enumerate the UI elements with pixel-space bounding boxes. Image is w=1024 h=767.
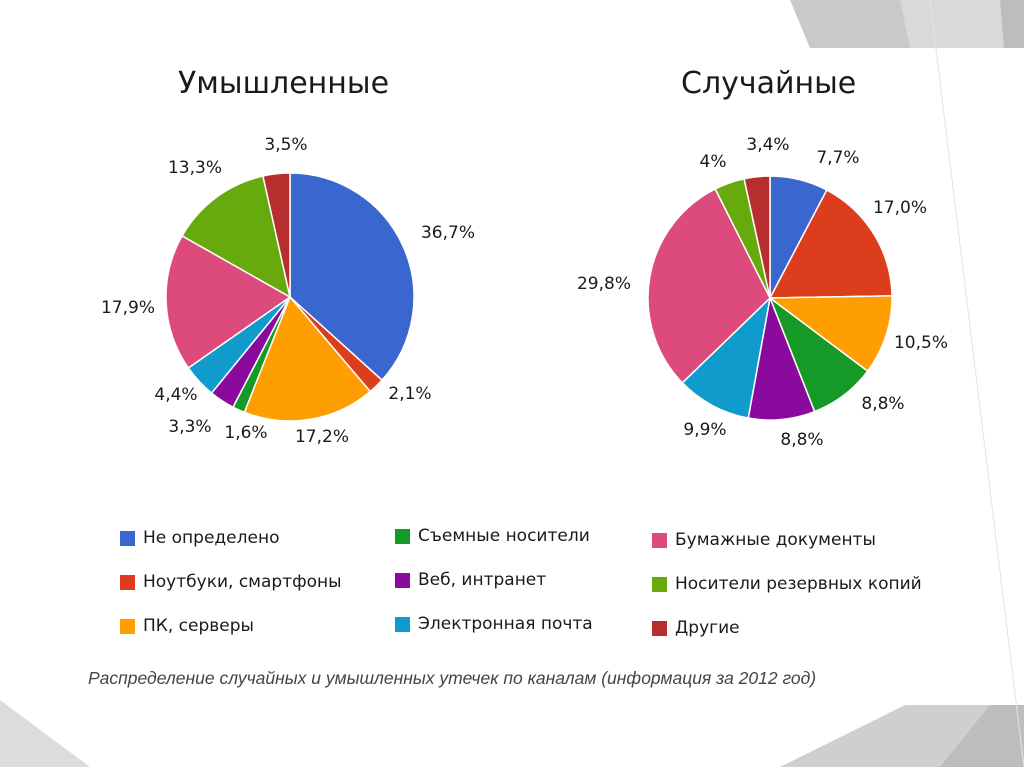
legend-swatch — [652, 576, 667, 592]
legend-item: Съемные носители — [395, 526, 590, 546]
data-label: 1,6% — [224, 423, 267, 443]
corner-band-bottom-right-dark — [940, 705, 1024, 767]
pie-accidental: 7,7% 17,0% 10,5% 8,8% 8,8% 9,9% 29,8% 4% 3,4% — [577, 135, 948, 450]
pie-slice — [767, 295, 893, 373]
legend-label: ПК, серверы — [143, 616, 254, 636]
data-label: 3,5% — [264, 135, 307, 155]
pie-slice — [181, 175, 292, 299]
legend-swatch — [652, 620, 667, 636]
legend-label: Не определено — [143, 528, 280, 548]
legend-label: Носители резервных копий — [675, 574, 922, 594]
pie-slice — [243, 295, 372, 422]
data-label: 3,4% — [746, 135, 789, 155]
data-label: 17,0% — [873, 198, 927, 218]
legend-swatch — [395, 572, 410, 588]
pie-slice — [743, 175, 771, 299]
chart-title-intentional: Умышленные — [178, 66, 390, 101]
data-label: 17,9% — [101, 298, 155, 318]
pie-slice — [165, 234, 292, 370]
legend-swatch — [120, 574, 135, 590]
data-label: 7,7% — [816, 148, 859, 168]
pie-slice — [289, 172, 415, 382]
data-label: 8,8% — [780, 430, 823, 450]
corner-band-top-dark — [1000, 0, 1024, 48]
chart-title-accidental: Случайные — [681, 66, 857, 101]
data-label: 3,3% — [168, 417, 211, 437]
legend-swatch — [120, 618, 135, 634]
data-label: 2,1% — [388, 384, 431, 404]
legend-swatch — [395, 616, 410, 632]
legend-item: Электронная почта — [395, 614, 593, 634]
legend-label: Другие — [675, 618, 740, 638]
legend-label: Веб, интранет — [418, 570, 547, 590]
legend-swatch — [120, 530, 135, 546]
legend-label: Бумажные документы — [675, 530, 876, 550]
legend-item: Носители резервных копий — [652, 574, 922, 594]
legend-item: Ноутбуки, смартфоны — [120, 572, 342, 592]
data-label: 8,8% — [861, 394, 904, 414]
pie-intentional: 36,7% 2,1% 17,2% 1,6% 3,3% 4,4% 17,9% 13,3% 3,5% — [101, 135, 475, 447]
data-label: 4% — [700, 152, 727, 172]
corner-band-bottom-left — [0, 700, 90, 767]
legend-item: Другие — [652, 618, 740, 638]
data-label: 9,9% — [683, 420, 726, 440]
pie-slice — [768, 189, 893, 299]
legend-item: Веб, интранет — [395, 570, 546, 590]
data-label: 13,3% — [168, 158, 222, 178]
divider-line — [929, 0, 1024, 767]
legend-item: Не определено — [120, 528, 279, 548]
chart-caption: Распределение случайных и умышленных уте… — [88, 668, 817, 688]
legend-label: Съемные носители — [418, 526, 590, 546]
data-label: 4,4% — [154, 385, 197, 405]
data-label: 29,8% — [577, 274, 631, 294]
legend-swatch — [395, 528, 410, 544]
legend-swatch — [652, 532, 667, 548]
pie-slice — [262, 172, 291, 298]
legend-item: Бумажные документы — [652, 530, 876, 550]
legend-label: Ноутбуки, смартфоны — [143, 572, 342, 592]
data-label: 17,2% — [295, 427, 349, 447]
legend-item: ПК, серверы — [120, 616, 254, 636]
legend-label: Электронная почта — [418, 614, 593, 634]
pie-slice — [681, 295, 772, 419]
data-label: 10,5% — [894, 333, 948, 353]
data-label: 36,7% — [421, 223, 475, 243]
